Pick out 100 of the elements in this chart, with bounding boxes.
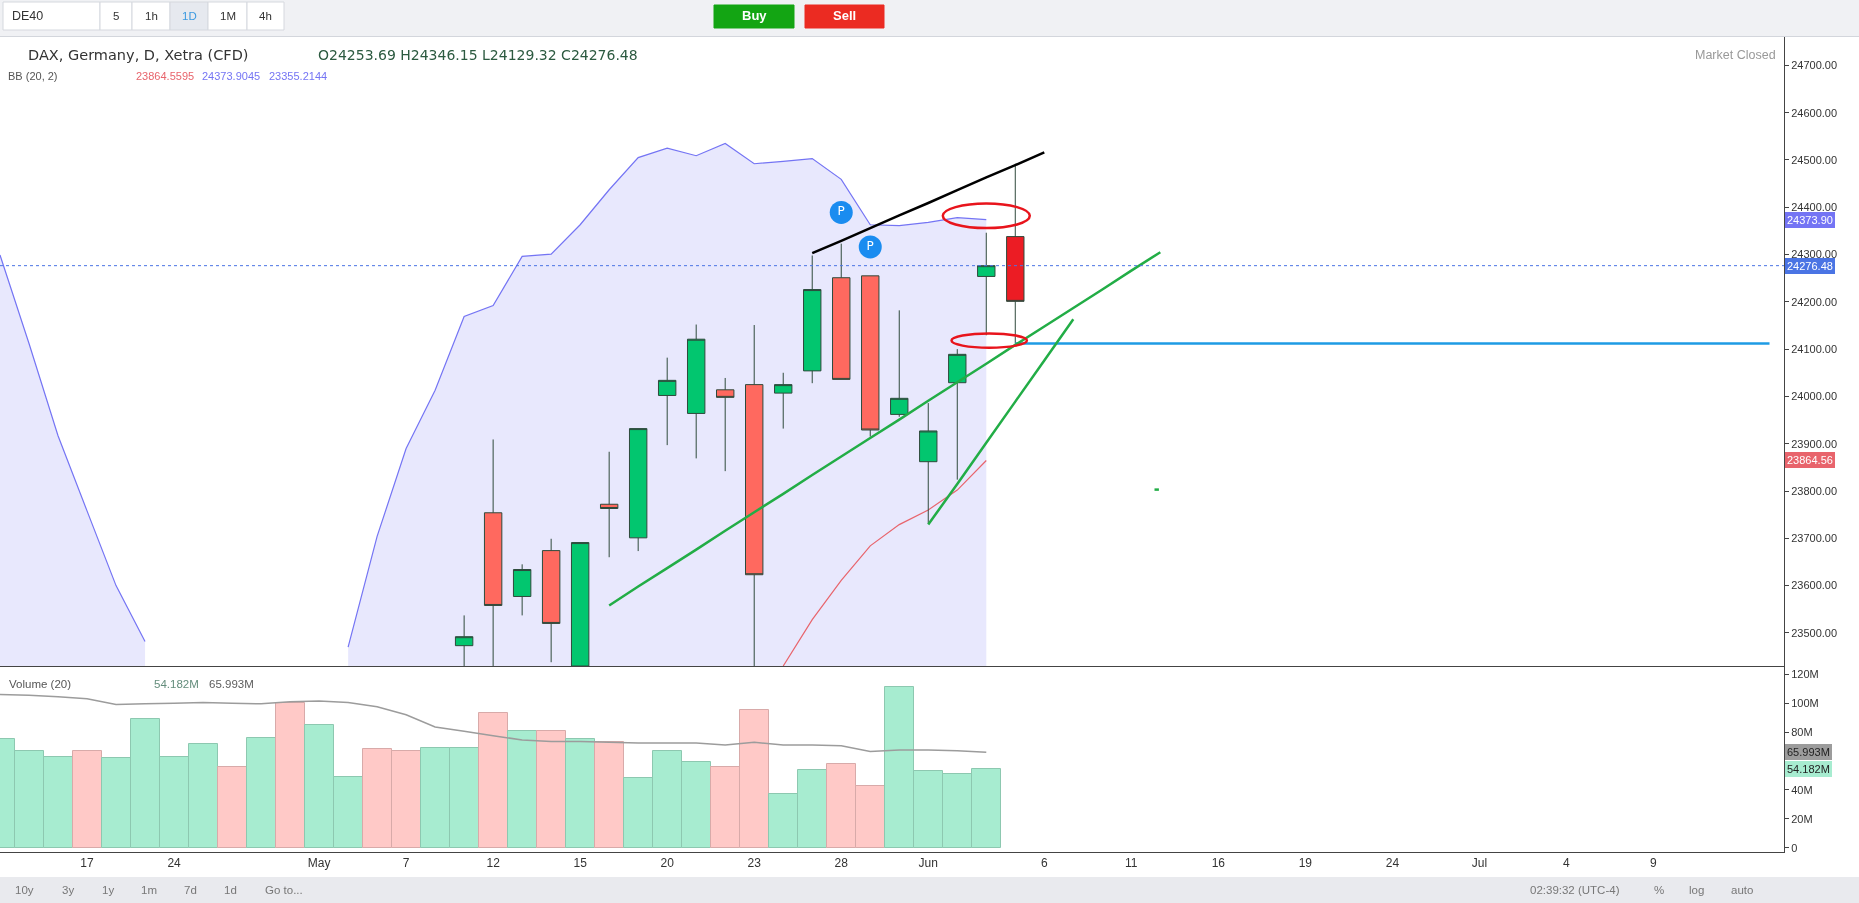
bar xyxy=(246,737,276,848)
x-tick-label: 23 xyxy=(747,856,762,871)
bar xyxy=(536,730,566,848)
candlestick xyxy=(890,309,909,418)
text: DAX, Germany, D, Xetra (CFD) xyxy=(28,47,249,63)
text: 5 xyxy=(113,10,120,22)
candlestick xyxy=(686,324,706,459)
text: 10y xyxy=(15,884,34,896)
bar xyxy=(507,730,537,848)
candlestick xyxy=(745,324,764,666)
y-tick-label: 24200.00 xyxy=(1791,295,1838,308)
bar xyxy=(565,738,595,848)
y-tick-label: 24600.00 xyxy=(1791,106,1838,119)
text: O24253.69 H24346.15 L24129.32 C24276.48 xyxy=(318,47,638,63)
text: 1M xyxy=(220,10,236,22)
candlestick xyxy=(570,542,590,666)
text: Buy xyxy=(742,8,768,23)
bar xyxy=(217,766,247,848)
y-tick-label: 24500.00 xyxy=(1791,153,1838,166)
candlestick xyxy=(919,402,938,525)
y-tick-label: 80M xyxy=(1791,725,1813,738)
candlestick xyxy=(803,254,822,384)
text: 24373.90 xyxy=(1787,214,1833,226)
y-tick-label: 23600.00 xyxy=(1791,579,1838,592)
candlestick xyxy=(628,428,648,552)
candlestick xyxy=(774,372,793,430)
text: DE40 xyxy=(12,9,44,23)
candlestick xyxy=(512,563,532,616)
y-tick-label: 24400.00 xyxy=(1791,201,1838,214)
x-tick-label: 12 xyxy=(486,856,501,871)
y-tick-label: 23900.00 xyxy=(1791,437,1838,450)
x-tick-label: 28 xyxy=(834,856,849,871)
annotation: 24373.9045 xyxy=(202,70,261,82)
text: 1h xyxy=(145,10,158,22)
x-tick-label: 24 xyxy=(1385,856,1400,871)
x-tick-label: 7 xyxy=(402,856,410,871)
x-tick-label: Jun xyxy=(918,856,938,871)
text: 23864.56 xyxy=(1787,454,1833,466)
y-tick-label: 120M xyxy=(1791,668,1819,681)
text: Sell xyxy=(833,8,857,23)
x-tick-label: May xyxy=(307,856,331,871)
text: 4h xyxy=(259,10,272,22)
ref-line-label: 24276.48 xyxy=(1787,260,1833,272)
text: 1m xyxy=(141,884,157,896)
y-tick-label: 0 xyxy=(1791,841,1798,854)
annotation: 65.993M xyxy=(209,678,254,690)
text: Go to... xyxy=(265,884,303,896)
annotation: Market Closed xyxy=(1695,48,1776,62)
candlestick xyxy=(1006,163,1025,344)
line-series xyxy=(607,250,1162,607)
candlestick xyxy=(861,275,880,438)
y-tick-label: 24000.00 xyxy=(1791,390,1838,403)
y-tick-label: 23700.00 xyxy=(1791,532,1838,545)
text: 02:39:32 (UTC-4) xyxy=(1530,884,1620,896)
candlestick xyxy=(454,614,474,666)
x-tick-label: 15 xyxy=(573,856,588,871)
y-tick-label: 20M xyxy=(1791,812,1813,825)
x-tick-label: 16 xyxy=(1211,856,1226,871)
text: 3y xyxy=(62,884,75,896)
text: auto xyxy=(1731,884,1754,896)
candlestick xyxy=(716,377,735,472)
line-series xyxy=(0,693,988,754)
data-label: P xyxy=(837,204,845,219)
x-tick-label: 17 xyxy=(80,856,95,871)
bar xyxy=(478,712,508,848)
candlestick xyxy=(599,451,619,558)
y-tick-label: 23800.00 xyxy=(1791,484,1838,497)
line-series xyxy=(810,151,1046,255)
bar xyxy=(72,750,102,848)
x-tick-label: Jul xyxy=(1471,856,1488,871)
candlestick xyxy=(483,438,503,666)
x-tick-label: 9 xyxy=(1650,856,1658,871)
text: Volume (20) xyxy=(9,678,72,690)
bar xyxy=(594,741,624,848)
x-tick-label: 19 xyxy=(1298,856,1313,871)
text: 1y xyxy=(102,884,115,896)
annotation: 23864.5595 xyxy=(136,70,195,82)
x-tick-label: 6 xyxy=(1040,856,1048,871)
y-tick-label: 100M xyxy=(1791,696,1819,709)
line-series xyxy=(782,459,987,666)
annotation: 54.182M xyxy=(154,678,199,690)
y-tick-label: 40M xyxy=(1791,783,1813,796)
text: 1d xyxy=(224,884,237,896)
y-tick-label: 23500.00 xyxy=(1791,626,1838,639)
candlestick xyxy=(948,348,967,481)
text: 54.182M xyxy=(1787,763,1830,775)
x-tick-label: 11 xyxy=(1125,856,1138,871)
x-tick-label: 4 xyxy=(1563,856,1571,871)
text: % xyxy=(1654,884,1665,896)
annotation: BB (20, 2) xyxy=(8,70,58,82)
data-label: P xyxy=(866,238,874,253)
line-series xyxy=(927,318,1075,526)
y-tick-label: 24300.00 xyxy=(1791,248,1838,261)
bar xyxy=(275,702,305,848)
candlestick xyxy=(541,538,561,663)
x-tick-label: 24 xyxy=(167,856,182,871)
x-tick-label: 20 xyxy=(660,856,675,871)
y-tick-label: 24100.00 xyxy=(1791,342,1838,355)
y-tick-label: 24700.00 xyxy=(1791,59,1838,72)
text: 1D xyxy=(182,10,197,22)
